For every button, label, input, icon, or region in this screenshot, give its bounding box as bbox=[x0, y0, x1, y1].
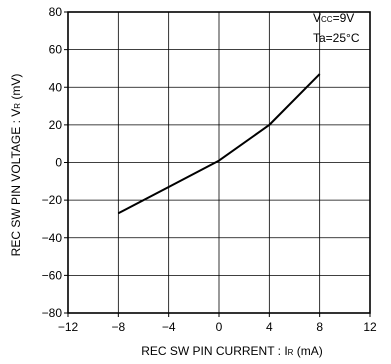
y-tick-labels: −80 −60 −40 −20 0 20 40 60 80 bbox=[42, 5, 63, 320]
x-axis-label: REC SW PIN CURRENT : IR (mA) bbox=[141, 344, 323, 358]
annotation-vcc: VCC=9V bbox=[313, 11, 354, 25]
x-tick-label: −12 bbox=[58, 320, 79, 334]
x-tick-label: 12 bbox=[363, 320, 377, 334]
y-tick-label: −60 bbox=[42, 268, 63, 282]
x-tick-label: −8 bbox=[111, 320, 125, 334]
series-line bbox=[117, 73, 321, 215]
y-tick-label: 60 bbox=[49, 43, 63, 57]
y-tick-label: −20 bbox=[42, 193, 63, 207]
x-tick-label: −4 bbox=[162, 320, 176, 334]
y-tick-label: 20 bbox=[49, 118, 63, 132]
y-tick-label: −40 bbox=[42, 231, 63, 245]
x-tick-label: 4 bbox=[266, 320, 273, 334]
series-group bbox=[117, 73, 321, 215]
y-tick-label: 0 bbox=[55, 156, 62, 170]
y-axis-label: REC SW PIN VOLTAGE : VR (mV) bbox=[9, 74, 23, 257]
y-tick-label: −80 bbox=[42, 306, 63, 320]
x-tick-label: 8 bbox=[316, 320, 323, 334]
annotation-ta: Ta=25°C bbox=[313, 31, 360, 45]
axis-ticks bbox=[64, 11, 371, 317]
grid-lines bbox=[68, 12, 370, 313]
y-tick-label: 40 bbox=[49, 80, 63, 94]
y-tick-label: 80 bbox=[49, 5, 63, 19]
x-tick-labels: −12 −8 −4 0 4 8 12 bbox=[58, 320, 377, 334]
x-tick-label: 0 bbox=[216, 320, 223, 334]
